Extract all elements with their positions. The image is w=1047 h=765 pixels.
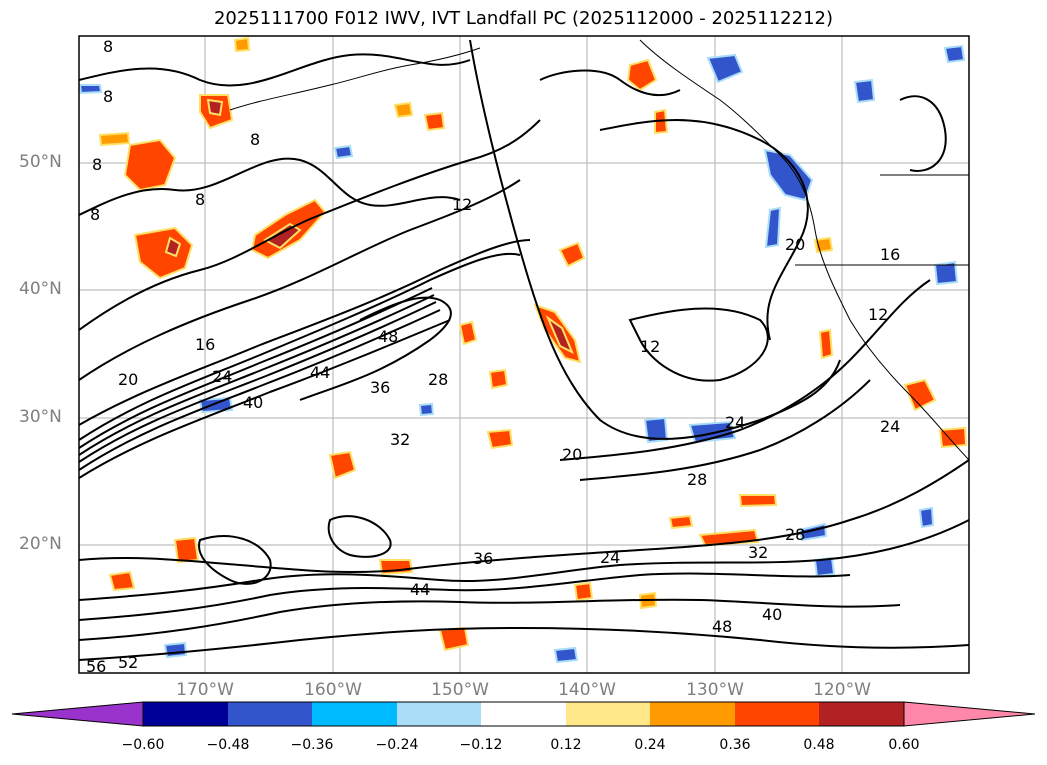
colorbar-tick-label: 0.36	[719, 737, 751, 753]
contour-label: 12	[868, 305, 888, 324]
map-frame	[78, 35, 970, 674]
coastline	[229, 39, 969, 461]
colorbar-segment	[228, 702, 312, 726]
contour-label: 8	[103, 37, 113, 56]
contour-label: 28	[687, 470, 707, 489]
contour-label: 24	[600, 548, 620, 567]
colorbar-tick-label: −0.48	[206, 737, 250, 753]
contour-label: 32	[390, 430, 410, 449]
colorbar-tick-label: −0.24	[375, 737, 419, 753]
lon-tick-label: 160°W	[304, 680, 362, 700]
contour-label: 28	[428, 370, 448, 389]
lat-tick-label: 40°N	[19, 279, 62, 299]
graticule	[79, 36, 969, 673]
colorbar-tick-label: 0.12	[550, 737, 582, 753]
colorbar-tick-label: −0.60	[121, 737, 165, 753]
colorbar-segment	[11, 701, 144, 727]
contour-label: 36	[473, 549, 493, 568]
lon-tick-label: 120°W	[813, 680, 871, 700]
contour-labels: 8 8 8 8 8 8 12 16 20 24 28 32 36 40 44 4…	[86, 37, 900, 676]
contour-label: 16	[195, 335, 215, 354]
colorbar-segment	[735, 702, 819, 726]
contour-label: 8	[103, 87, 113, 106]
colorbar-tick-label: −0.36	[290, 737, 334, 753]
colorbar-segment	[481, 702, 566, 726]
lat-tick-label: 30°N	[19, 407, 62, 427]
contour-label: 32	[748, 543, 768, 562]
map-plot-area: 8 8 8 8 8 8 12 16 20 24 28 32 36 40 44 4…	[79, 36, 969, 676]
colorbar-segment	[397, 702, 481, 726]
contour-label: 16	[880, 245, 900, 264]
lat-tick-label: 50°N	[19, 152, 62, 172]
contour-label: 44	[310, 363, 330, 382]
lon-tick-label: 170°W	[176, 680, 234, 700]
lon-tick-label: 130°W	[686, 680, 744, 700]
colorbar-tick-label: 0.48	[803, 737, 835, 753]
contour-label: 20	[562, 445, 582, 464]
contour-label: 20	[118, 370, 138, 389]
contour-label: 56	[86, 657, 106, 676]
colorbar-outline	[142, 701, 905, 727]
lat-tick-label: 20°N	[19, 534, 62, 554]
contour-label: 28	[785, 525, 805, 544]
colorbar-segment	[903, 701, 1036, 727]
contour-label: 48	[712, 617, 732, 636]
colorbar-segment	[650, 702, 735, 726]
contour-label: 52	[118, 653, 138, 672]
contour-label: 8	[250, 130, 260, 149]
contour-label: 8	[92, 155, 102, 174]
colorbar-segment	[566, 702, 650, 726]
colorbar	[11, 701, 1036, 727]
contour-label: 8	[90, 205, 100, 224]
lon-tick-label: 150°W	[431, 680, 489, 700]
colorbar-segment	[312, 702, 397, 726]
contour-label: 8	[195, 190, 205, 209]
colorbar-tick-label: −0.12	[459, 737, 503, 753]
map-title: 2025111700 F012 IWV, IVT Landfall PC (20…	[213, 8, 834, 29]
contour-label: 36	[370, 378, 390, 397]
colorbar-segment	[143, 702, 228, 726]
contour-label: 12	[640, 337, 660, 356]
contour-label: 40	[762, 605, 782, 624]
iwv-contours	[79, 39, 969, 661]
colorbar-segment	[819, 702, 904, 726]
contour-label: 24	[212, 367, 232, 386]
positive-anomaly-patches	[98, 36, 968, 652]
lon-tick-label: 140°W	[558, 680, 616, 700]
contour-label: 12	[452, 195, 472, 214]
colorbar-tick-label: 0.24	[634, 737, 666, 753]
contour-label: 40	[243, 393, 263, 412]
contour-label: 24	[880, 417, 900, 436]
contour-label: 24	[725, 413, 745, 432]
contour-label: 48	[378, 327, 398, 346]
contour-label: 20	[785, 235, 805, 254]
colorbar-tick-label: 0.60	[888, 737, 920, 753]
contour-label: 44	[410, 580, 430, 599]
